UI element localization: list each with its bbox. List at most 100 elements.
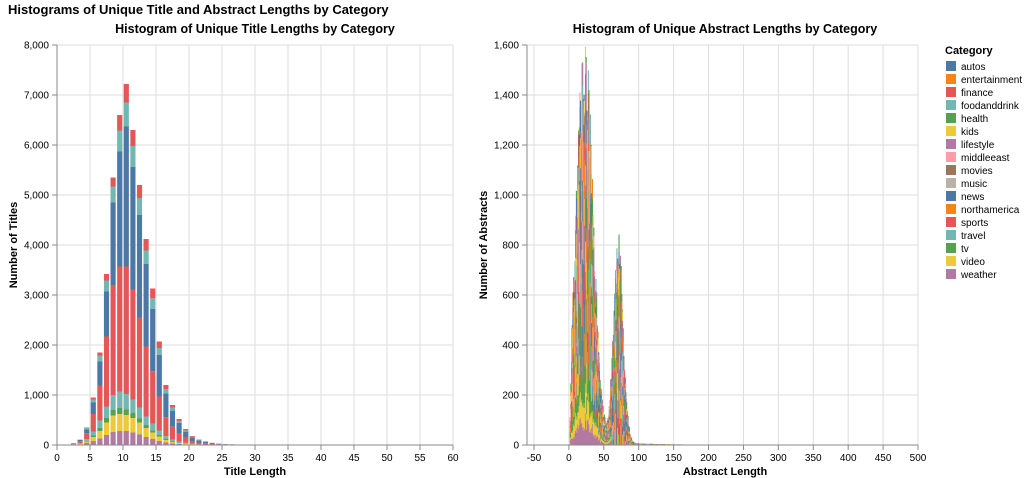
right-bar-segment (605, 442, 607, 445)
right-bar-segment (575, 317, 577, 343)
right-bar-segment (623, 436, 625, 445)
right-bar-segment (596, 352, 598, 364)
right-bar-segment (570, 427, 572, 434)
right-bar-segment (601, 389, 603, 392)
right-bar-segment (617, 273, 619, 290)
left-bar-segment (97, 428, 103, 431)
right-bar-segment (577, 167, 580, 195)
right-bar-segment (591, 412, 593, 428)
right-bar-segment (573, 305, 575, 315)
right-bar-segment (600, 419, 602, 423)
right-bar-segment (624, 431, 626, 437)
right-bar-segment (570, 408, 572, 414)
right-bar-segment (588, 200, 590, 230)
right-bar-segment (628, 439, 630, 441)
right-bar-segment (597, 365, 599, 377)
right-bar-segment (575, 353, 577, 368)
right-bar-segment (571, 438, 573, 445)
right-bar-segment (605, 434, 607, 437)
right-bar-segment (601, 434, 603, 438)
right-y-tick-label: 1,200 (494, 141, 519, 152)
right-bar-segment (582, 427, 584, 445)
right-bar-segment (583, 124, 585, 143)
left-bar-segment (90, 435, 96, 437)
right-bar-segment (639, 443, 641, 445)
right-bar-segment (606, 430, 608, 432)
right-bar-segment (598, 440, 600, 445)
right-bar-segment (617, 362, 619, 389)
right-bar-segment (580, 165, 582, 192)
right-bar-segment (622, 342, 624, 352)
right-bar-segment (579, 355, 581, 375)
right-bar-segment (573, 416, 575, 427)
left-bar-segment (110, 186, 116, 203)
right-bar-segment (595, 409, 597, 422)
right-bar-segment (620, 265, 622, 271)
right-bar-segment (594, 363, 596, 375)
right-bar-segment (601, 430, 603, 435)
right-bar-segment (634, 443, 636, 445)
left-bar-segment (90, 399, 96, 403)
right-bar-segment (580, 402, 582, 424)
right-bar-segment (617, 323, 619, 350)
right-y-tick-label: 400 (502, 341, 519, 352)
right-bar-segment (582, 109, 584, 143)
left-bar-segment (163, 389, 169, 394)
right-bar-segment (620, 303, 622, 328)
right-bar-segment (624, 414, 626, 424)
right-bar-segment (594, 434, 596, 445)
left-bar-segment (123, 266, 129, 394)
right-bar-segment (580, 215, 582, 265)
right-bar-segment (605, 423, 607, 425)
right-bar-segment (633, 442, 635, 444)
left-bar-segment (110, 177, 116, 187)
right-bar-segment (626, 420, 628, 425)
right-bar-segment (575, 265, 577, 295)
right-bar-segment (569, 420, 571, 423)
right-bar-segment (582, 428, 584, 445)
right-bar-segment (573, 293, 575, 302)
right-bar-segment (599, 425, 601, 432)
right-bar-segment (596, 437, 598, 445)
left-bar-segment (163, 385, 169, 389)
right-bar-segment (582, 220, 584, 260)
right-bar-segment (649, 443, 651, 445)
right-bar-segment (595, 278, 597, 289)
left-x-tick-label: 10 (117, 453, 129, 464)
right-bar-segment (580, 340, 582, 367)
right-bar-segment (596, 297, 598, 319)
right-bar-segment (594, 426, 596, 439)
right-bar-segment (579, 180, 581, 202)
right-bar-segment (589, 240, 591, 259)
right-bar-segment (570, 424, 573, 433)
right-bar-segment (605, 429, 607, 431)
right-bar-segment (607, 430, 610, 434)
right-bar-segment (638, 443, 640, 445)
right-bar-segment (624, 425, 626, 434)
left-bar-segment (143, 239, 149, 251)
right-bar-segment (575, 190, 577, 198)
right-bar-segment (619, 418, 621, 445)
right-bar-segment (618, 351, 620, 379)
right-bar-segment (605, 423, 607, 425)
right-bar-segment (595, 421, 597, 435)
right-bar-segment (623, 356, 625, 360)
right-bar-segment (596, 392, 598, 409)
left-bar-segment (150, 432, 156, 439)
right-bar-segment (570, 422, 572, 428)
right-bar-segment (628, 433, 631, 435)
right-bar-segment (602, 422, 604, 428)
right-chart-title: Histogram of Unique Abstract Lengths by … (573, 22, 877, 36)
right-bar-segment (611, 372, 613, 382)
right-bar-segment (589, 363, 591, 394)
right-bar-segment (619, 389, 621, 401)
right-bar-segment (626, 429, 628, 432)
left-bar-segment (117, 391, 123, 408)
right-bar-segment (605, 433, 607, 437)
left-bar-segment (169, 441, 176, 442)
right-bar-segment (618, 434, 620, 445)
right-bar-segment (603, 433, 605, 439)
right-bar-segment (571, 367, 573, 385)
right-bar-segment (599, 383, 601, 388)
right-bar-segment (582, 340, 584, 382)
